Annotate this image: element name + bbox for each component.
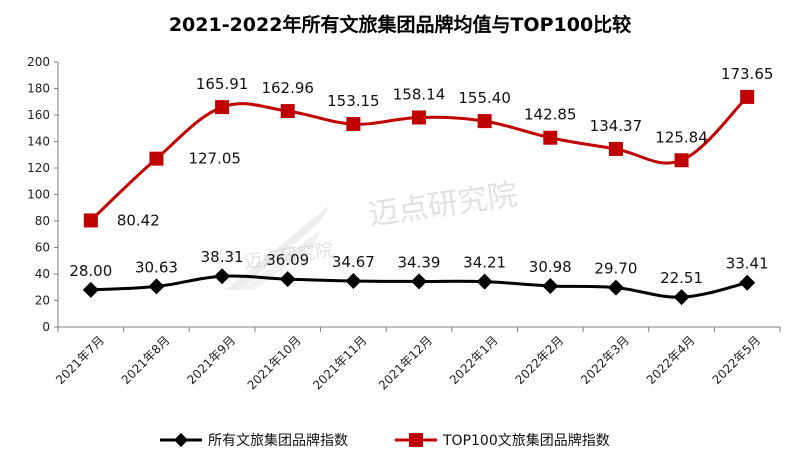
data-point-square bbox=[149, 151, 164, 166]
x-tick-label: 2022年1月 bbox=[447, 333, 501, 387]
data-point-diamond bbox=[411, 273, 427, 290]
data-label: 155.40 bbox=[458, 89, 511, 107]
data-label: 142.85 bbox=[524, 106, 577, 124]
y-tick-label: 200 bbox=[27, 55, 50, 69]
x-tick-label: 2022年4月 bbox=[644, 333, 698, 387]
y-tick-label: 20 bbox=[35, 294, 50, 308]
x-tick-label: 2022年2月 bbox=[513, 333, 567, 387]
data-label: 127.05 bbox=[188, 150, 241, 168]
y-tick-label: 120 bbox=[27, 161, 50, 175]
data-point-square bbox=[83, 213, 98, 228]
data-label: 36.09 bbox=[266, 251, 309, 269]
x-tick-label: 2022年5月 bbox=[709, 333, 763, 387]
legend-item-top100: TOP100文旅集团品牌指数 bbox=[395, 432, 610, 449]
legend-label-top100: TOP100文旅集团品牌指数 bbox=[442, 432, 610, 449]
data-point-square bbox=[346, 117, 361, 132]
data-point-diamond bbox=[607, 279, 624, 296]
series-layer bbox=[82, 89, 756, 306]
legend-square-icon bbox=[409, 433, 423, 447]
data-point-diamond bbox=[345, 273, 362, 290]
y-tick-label: 100 bbox=[27, 188, 50, 202]
data-label: 29.70 bbox=[594, 260, 637, 278]
data-point-diamond bbox=[673, 289, 690, 306]
data-label: 173.65 bbox=[721, 65, 774, 83]
data-label: 165.91 bbox=[196, 75, 249, 93]
data-labels-layer: 28.00 30.63 38.31 36.09 34.67 34.39 34.21 30.98… bbox=[69, 65, 773, 287]
data-point-diamond bbox=[542, 277, 559, 294]
y-tick-label: 80 bbox=[35, 214, 50, 228]
data-point-diamond bbox=[148, 278, 165, 295]
data-point-diamond bbox=[279, 271, 296, 288]
legend-diamond-icon bbox=[174, 433, 188, 447]
data-label: 34.67 bbox=[332, 253, 375, 271]
series-0 bbox=[82, 268, 756, 306]
y-tick-label: 140 bbox=[27, 135, 50, 149]
data-label: 158.14 bbox=[393, 85, 446, 103]
data-label: 134.37 bbox=[590, 117, 643, 135]
data-point-square bbox=[608, 141, 623, 156]
y-tick-label: 0 bbox=[42, 320, 50, 334]
x-tick-label: 2021年12月 bbox=[376, 333, 435, 392]
data-point-diamond bbox=[739, 274, 756, 291]
data-label: 125.84 bbox=[655, 128, 708, 146]
y-tick-label: 60 bbox=[35, 241, 50, 255]
data-label: 22.51 bbox=[660, 269, 703, 287]
data-point-square bbox=[477, 114, 492, 129]
data-point-diamond bbox=[476, 273, 493, 290]
y-tick-label: 40 bbox=[35, 267, 50, 281]
data-point-square bbox=[543, 130, 558, 145]
watermark-text: 迈点研究院 bbox=[366, 177, 519, 233]
legend: 所有文旅集团品牌指数 TOP100文旅集团品牌指数 bbox=[160, 432, 610, 449]
data-point-square bbox=[280, 104, 295, 119]
x-tick-label: 2021年11月 bbox=[310, 333, 369, 392]
data-point-square bbox=[215, 100, 230, 115]
data-point-square bbox=[412, 110, 426, 125]
legend-label-all-brands: 所有文旅集团品牌指数 bbox=[208, 432, 348, 449]
data-label: 34.39 bbox=[398, 253, 441, 271]
y-tick-label: 180 bbox=[27, 82, 50, 96]
y-tick-label: 160 bbox=[27, 108, 50, 122]
legend-item-all-brands: 所有文旅集团品牌指数 bbox=[160, 432, 348, 449]
data-label: 162.96 bbox=[261, 79, 314, 97]
watermark: 迈点研究院 迈点研究院 bbox=[225, 177, 520, 290]
data-label: 33.41 bbox=[726, 255, 769, 273]
x-tick-label: 2021年7月 bbox=[53, 333, 107, 387]
data-label: 30.98 bbox=[529, 258, 572, 276]
x-tick-label: 2022年3月 bbox=[578, 333, 632, 387]
data-label: 80.42 bbox=[117, 211, 160, 229]
x-tick-label: 2021年10月 bbox=[245, 333, 304, 392]
data-label: 28.00 bbox=[69, 262, 112, 280]
chart-title: 2021-2022年所有文旅集团品牌均值与TOP100比较 bbox=[169, 13, 631, 36]
y-axis-ticks: 0 20 40 60 80 100 120 140 160 180 200 bbox=[27, 55, 58, 334]
data-label: 30.63 bbox=[135, 258, 178, 276]
data-point-diamond bbox=[214, 268, 231, 285]
data-point-square bbox=[740, 89, 755, 104]
series-1 bbox=[83, 89, 755, 228]
x-tick-label: 2021年8月 bbox=[119, 333, 173, 387]
data-label: 34.21 bbox=[463, 254, 506, 272]
watermark-logo-icon bbox=[225, 205, 330, 290]
data-point-square bbox=[674, 153, 689, 168]
data-point-diamond bbox=[82, 281, 99, 298]
data-label: 38.31 bbox=[201, 248, 244, 266]
data-label: 153.15 bbox=[327, 92, 380, 110]
x-axis-ticks: 2021年7月 2021年8月 2021年9月 2021年10月 2021年11月 202… bbox=[53, 327, 781, 392]
x-tick-label: 2021年9月 bbox=[184, 333, 238, 387]
